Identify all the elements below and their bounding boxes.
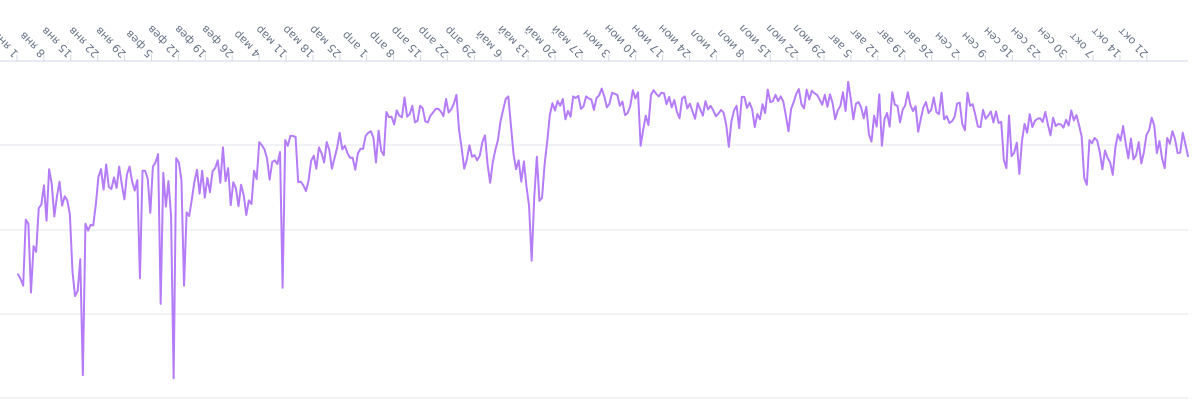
gridlines <box>0 144 1188 399</box>
x-tick-label: 2 сен <box>932 29 963 60</box>
series-line <box>17 80 1189 380</box>
series-group <box>17 80 1189 380</box>
x-tick-label: 1 апр <box>339 29 370 60</box>
x-tick-label: 1 янв <box>0 29 21 60</box>
x-tick-label: 1 июл <box>687 27 720 60</box>
